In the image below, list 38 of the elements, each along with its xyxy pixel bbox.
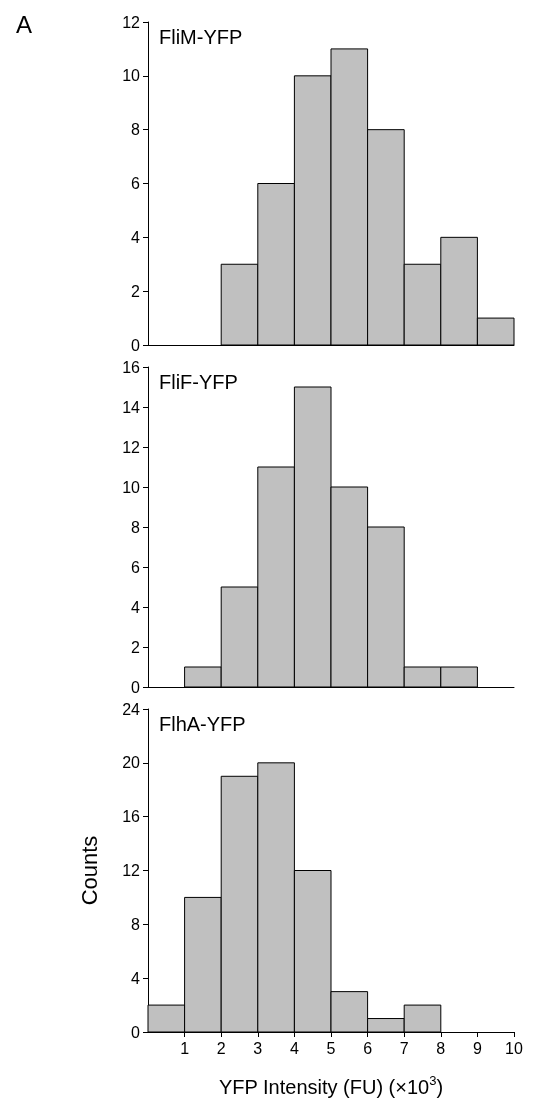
y-tick-label: 24 — [122, 700, 141, 718]
y-tick-label: 8 — [131, 121, 141, 139]
y-tick-label: 8 — [131, 915, 141, 933]
text: A — [16, 10, 33, 38]
y-tick-label: 14 — [122, 398, 141, 416]
y-tick-label: 16 — [122, 808, 141, 826]
x-tick-label: 7 — [399, 1039, 409, 1057]
x-tick-label: 10 — [505, 1039, 523, 1057]
y-tick-label: 2 — [131, 638, 141, 656]
y-tick-label: 10 — [122, 478, 141, 496]
y-tick-label: 4 — [131, 228, 141, 246]
y-tick-label: 4 — [131, 598, 141, 616]
x-tick-label: 5 — [326, 1039, 336, 1057]
y-tick-label: 10 — [122, 67, 141, 85]
x-tick-label: 9 — [472, 1039, 482, 1057]
y-tick-label: 8 — [131, 518, 141, 536]
x-tick-label: 6 — [363, 1039, 373, 1057]
chart-title: FliM-YFP — [159, 26, 243, 48]
y-tick-label: 12 — [122, 438, 141, 456]
x-tick-label: 8 — [436, 1039, 446, 1057]
y-tick-label: 20 — [122, 754, 141, 772]
y-axis-title: Counts — [76, 835, 102, 906]
chart-title: FliF-YFP — [159, 371, 238, 393]
x-tick-label: 3 — [253, 1039, 263, 1057]
x-tick-label: 1 — [180, 1039, 190, 1057]
y-tick-label: 16 — [122, 358, 141, 376]
y-tick-label: 0 — [131, 336, 141, 354]
y-tick-label: 0 — [131, 1023, 141, 1041]
y-tick-label: 12 — [122, 862, 141, 879]
y-tick-label: 4 — [131, 969, 141, 987]
y-tick-label: 0 — [131, 678, 141, 696]
y-tick-label: 6 — [131, 175, 141, 192]
y-tick-label: 2 — [131, 282, 141, 300]
y-tick-label: 12 — [122, 13, 141, 31]
y-tick-label: 6 — [131, 558, 141, 576]
x-tick-label: 4 — [289, 1039, 299, 1057]
chart-title: FlhA-YFP — [159, 713, 246, 735]
x-tick-label: 2 — [216, 1039, 226, 1057]
